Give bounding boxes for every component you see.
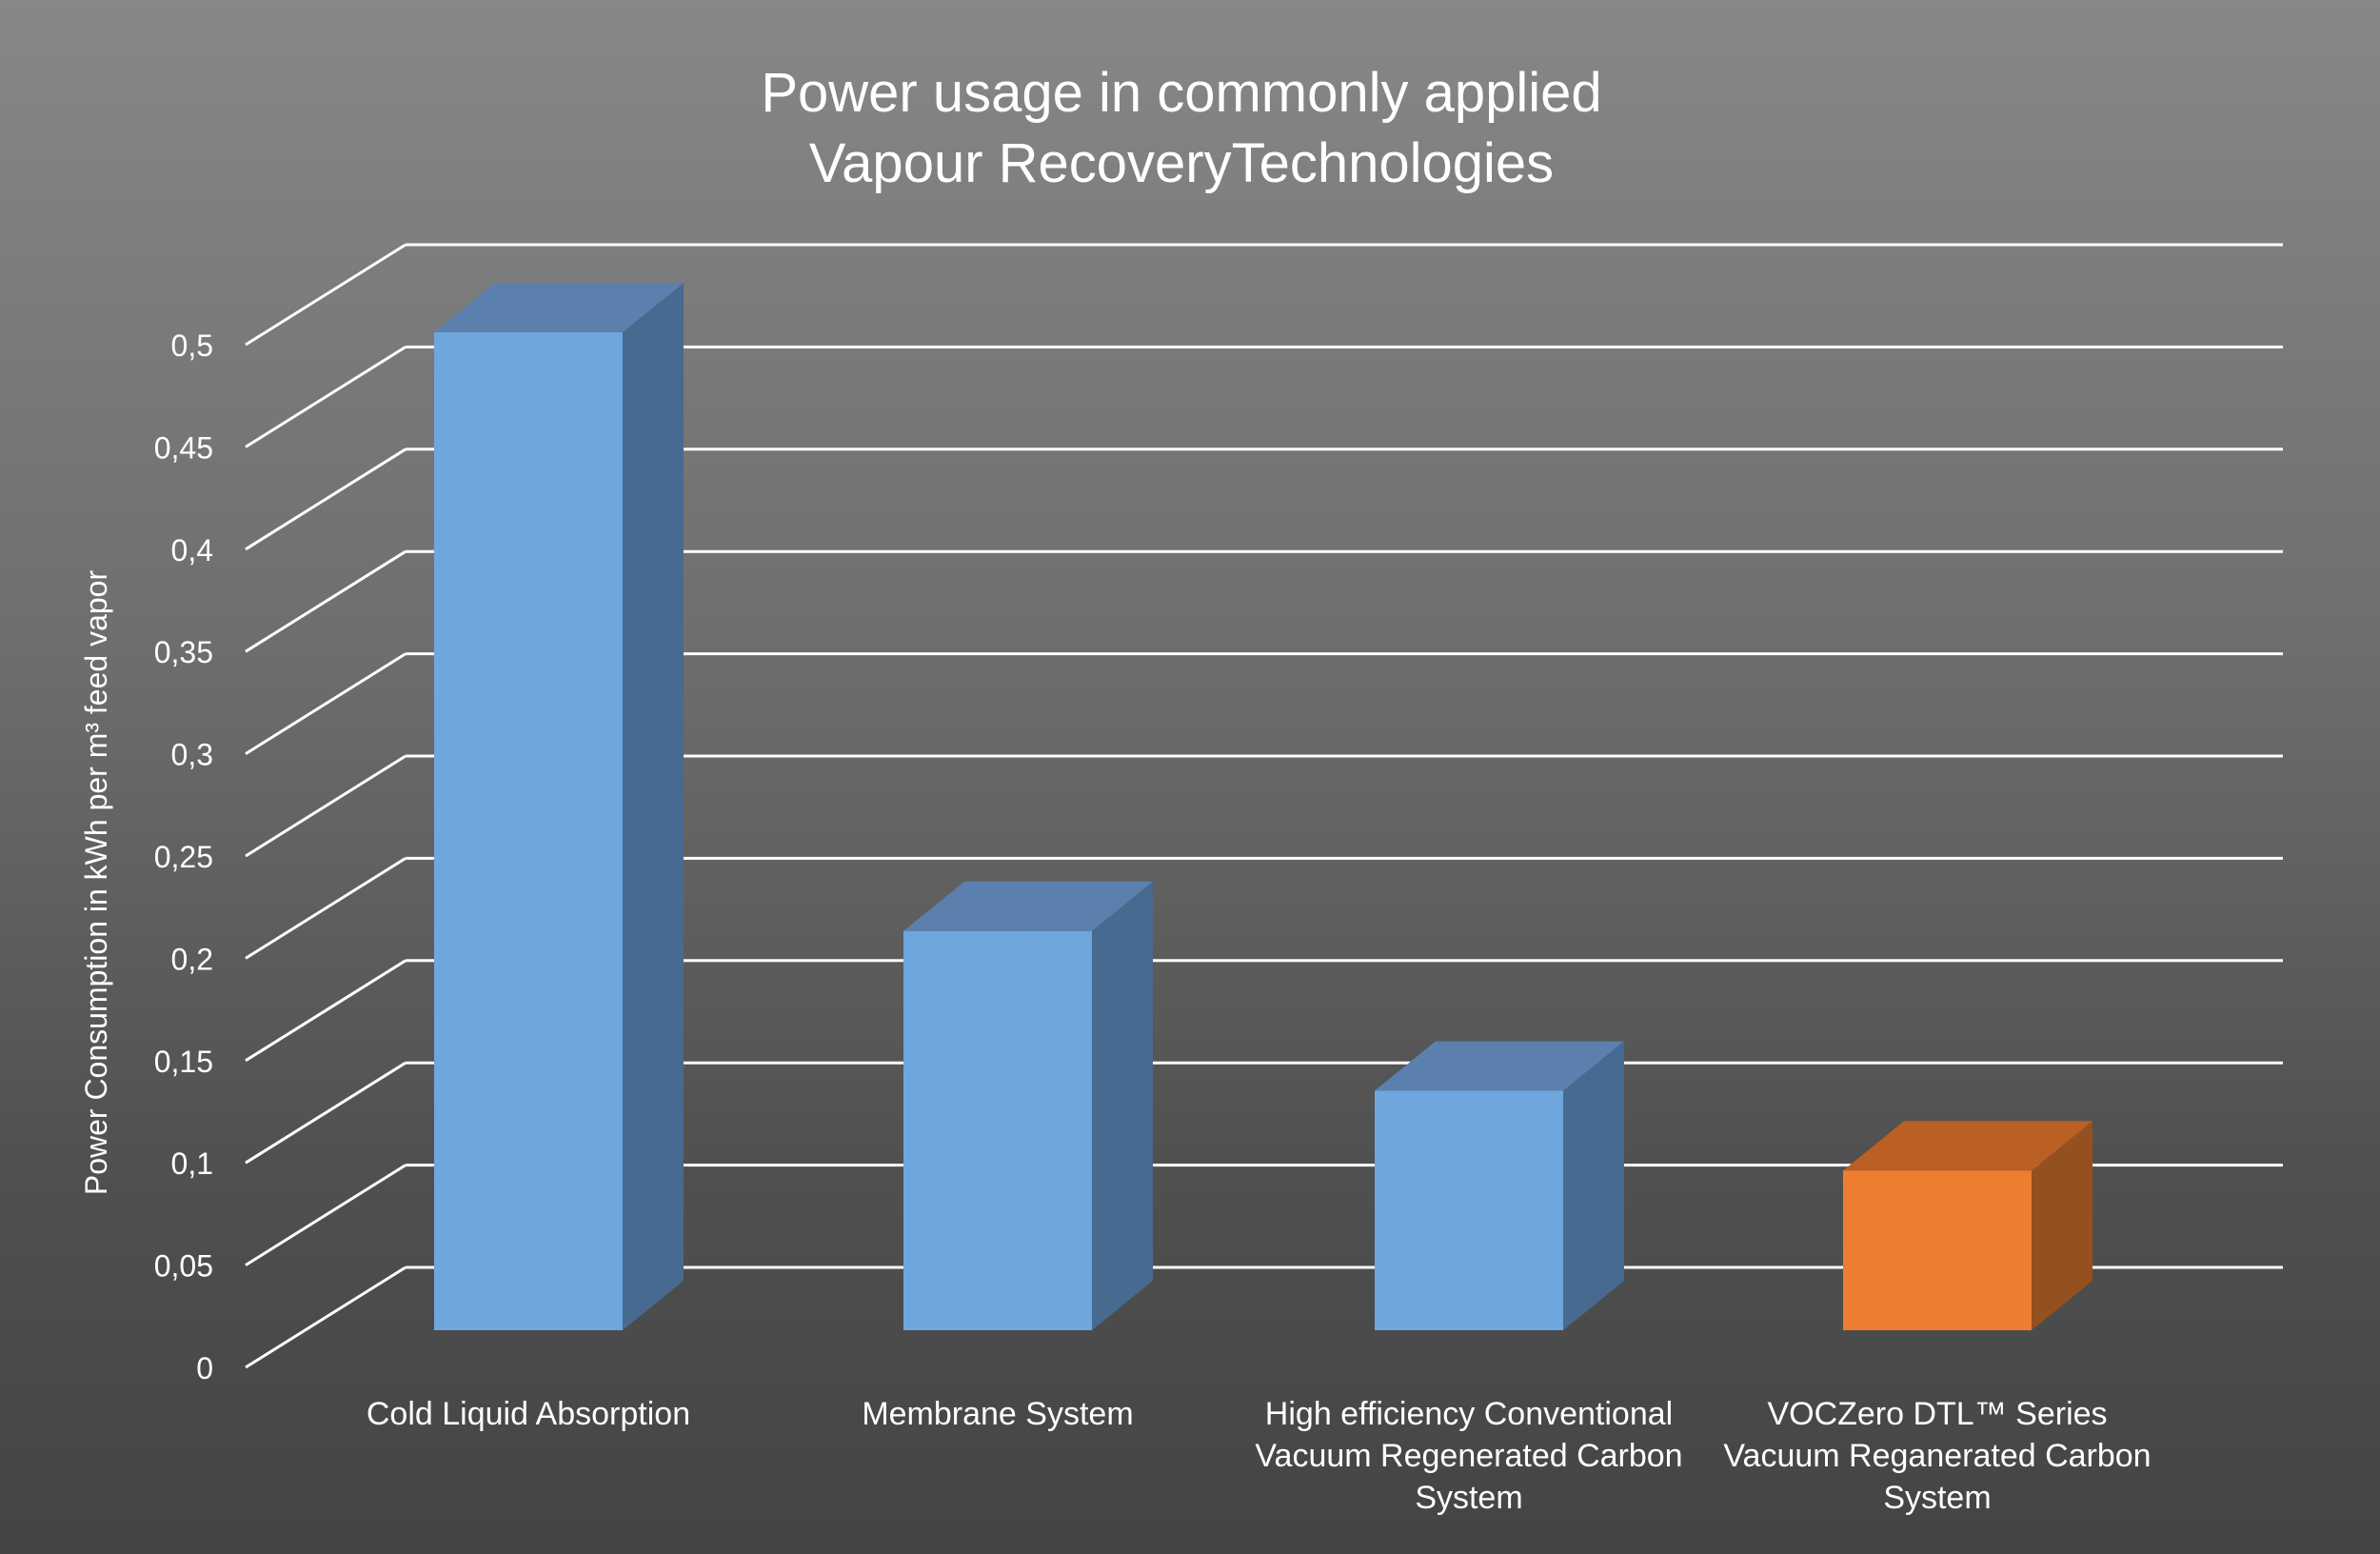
y-tick-label: 0,3 — [171, 738, 213, 772]
y-tick-label: 0,2 — [171, 942, 213, 976]
bar-side — [1092, 881, 1153, 1330]
bar-side — [623, 283, 684, 1330]
x-category-label: Cold Liquid Absorption — [367, 1396, 690, 1432]
y-tick-label: 0,25 — [154, 840, 213, 874]
bar — [1375, 1090, 1563, 1330]
bar-top — [1375, 1041, 1624, 1091]
x-category-label-line: System — [1415, 1480, 1522, 1516]
bar-side — [2032, 1121, 2092, 1330]
gridline-diagonal — [245, 243, 407, 347]
y-tick-label: 0,4 — [171, 533, 213, 568]
y-axis-ticks: 0 0,05 0,1 0,15 0,2 0,25 0,3 0,35 0,4 0,45 0,5 — [154, 329, 213, 1385]
gridline-diagonal — [245, 549, 407, 653]
y-tick-label: 0,05 — [154, 1249, 213, 1284]
bar-top — [434, 283, 684, 332]
bar — [903, 930, 1092, 1330]
gridline-diagonal — [245, 1265, 407, 1369]
y-tick-label: 0 — [196, 1351, 213, 1385]
y-tick-label: 0,15 — [154, 1045, 213, 1079]
x-category-label-line: Membrane System — [862, 1396, 1133, 1432]
gridline-diagonal — [245, 857, 407, 960]
x-category-label: High efficiency Conventional Vacuum Regen… — [1255, 1396, 1682, 1516]
bar — [434, 332, 623, 1330]
x-axis-categories: Cold Liquid Absorption Membrane System Hig… — [367, 1396, 2152, 1516]
y-tick-label: 0,1 — [171, 1146, 213, 1181]
x-category-label-line: VOCZero DTL™ Series — [1767, 1396, 2107, 1432]
gridline-diagonal — [245, 1164, 407, 1266]
y-tick-label: 0,5 — [171, 329, 213, 363]
y-axis-title: Power Consumption in kWh per m³ feed vap… — [79, 570, 113, 1196]
y-tick-label: 0,35 — [154, 635, 213, 669]
y-tick-label: 0,45 — [154, 430, 213, 465]
gridline-diagonal — [245, 754, 407, 858]
gridline-diagonal — [245, 346, 407, 448]
gridline-diagonal — [245, 959, 407, 1063]
bar-side — [1563, 1041, 1624, 1330]
chart-title-line-1: Power usage in commonly applied — [761, 62, 1601, 124]
x-category-label-line: Vacuum Regenerated Carbon — [1255, 1438, 1682, 1474]
bar — [1843, 1170, 2032, 1330]
chart-title: Power usage in commonly applied Vapour Re… — [761, 62, 1601, 194]
x-category-label-line: Cold Liquid Absorption — [367, 1396, 690, 1432]
bars — [434, 283, 2092, 1330]
x-category-label-line: Vacuum Reganerated Carbon — [1723, 1438, 2151, 1474]
bar-top — [903, 881, 1153, 931]
chart-title-line-2: Vapour RecoveryTechnologies — [809, 132, 1554, 194]
x-category-label-line: High efficiency Conventional — [1265, 1396, 1673, 1432]
gridlines — [245, 243, 2283, 1369]
bar-top — [1843, 1121, 2092, 1171]
gridline-diagonal — [245, 1061, 407, 1165]
x-category-label: Membrane System — [862, 1396, 1133, 1432]
x-category-label-line: System — [1883, 1480, 1991, 1516]
gridline-diagonal — [245, 652, 407, 755]
x-category-label: VOCZero DTL™ Series Vacuum Reganerated Ca… — [1723, 1396, 2151, 1516]
gridline-diagonal — [245, 448, 407, 551]
